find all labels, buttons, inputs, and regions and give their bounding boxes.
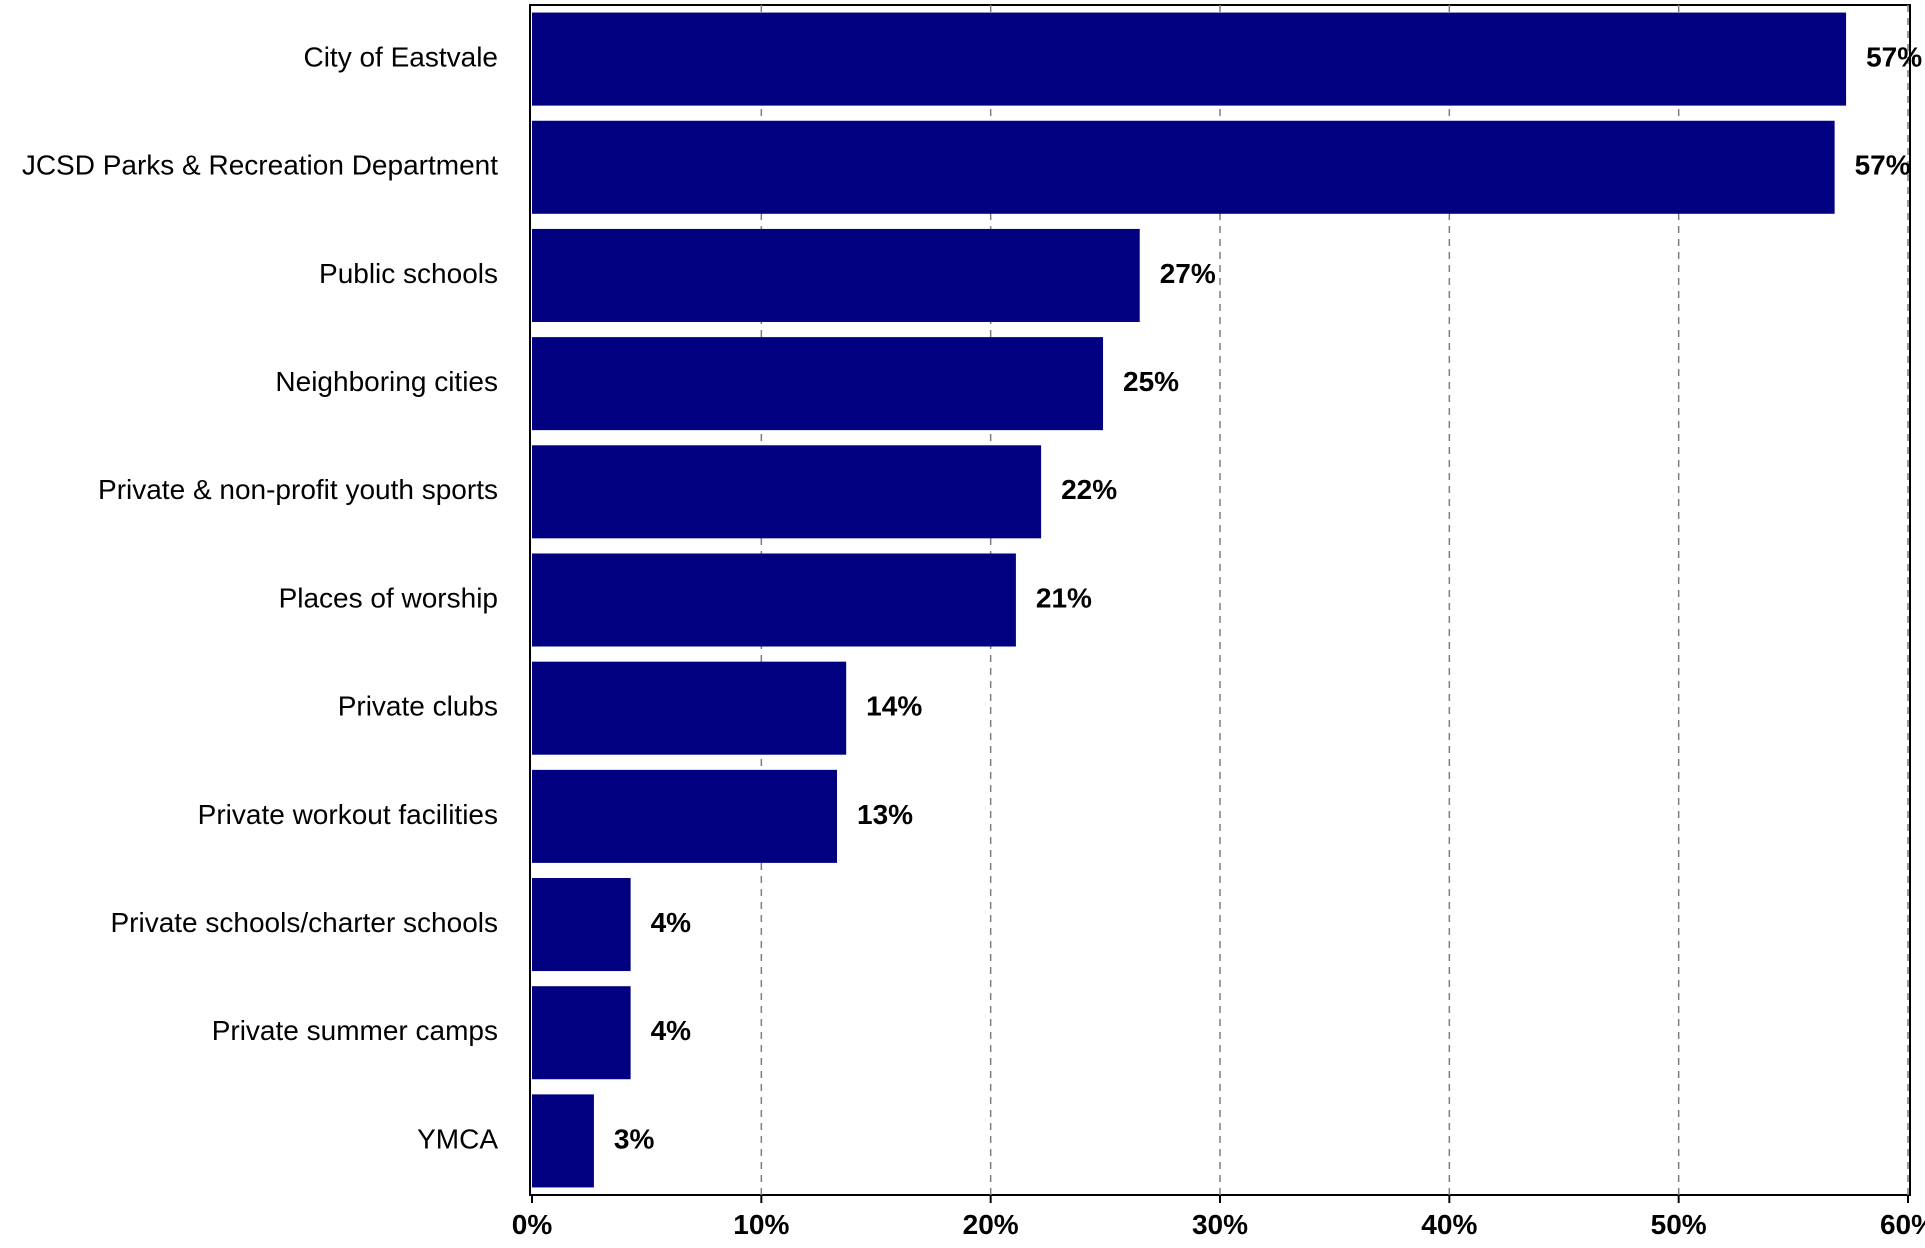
bar-7 [532,769,838,863]
data-label-4: 22% [1061,474,1117,505]
bar-3 [532,337,1104,431]
bar-2 [532,228,1140,322]
x-tick-label-4: 40% [1421,1209,1477,1240]
data-label-2: 27% [1160,258,1216,289]
category-label-3: Neighboring cities [275,366,498,397]
bar-5 [532,553,1016,647]
x-tick-label-2: 20% [963,1209,1019,1240]
category-label-5: Places of worship [279,582,498,613]
category-label-4: Private & non-profit youth sports [98,474,498,505]
x-tick-label-6: 60% [1880,1209,1925,1240]
data-label-3: 25% [1123,366,1179,397]
category-label-10: YMCA [417,1123,498,1154]
bar-6 [532,661,847,755]
category-labels: City of Eastvale JCSD Parks & Recreation … [22,41,499,1154]
bars [532,12,1847,1188]
data-label-8: 4% [651,907,692,938]
data-label-6: 14% [866,691,922,722]
category-label-2: Public schools [319,258,498,289]
data-labels: 57% 57% 27% 25% 22% 21% 14% 13% 4% 4% 3% [614,41,1922,1154]
data-label-9: 4% [651,1015,692,1046]
category-label-6: Private clubs [338,691,498,722]
category-label-7: Private workout facilities [198,799,498,830]
bar-1 [532,120,1835,214]
category-label-0: City of Eastvale [303,41,498,72]
data-label-5: 21% [1036,582,1092,613]
x-tick-label-3: 30% [1192,1209,1248,1240]
data-label-1: 57% [1855,150,1911,181]
x-axis-ticks: 0% 10% 20% 30% 40% 50% 60% [512,1195,1925,1240]
bar-8 [532,878,631,972]
data-label-7: 13% [857,799,913,830]
data-label-0: 57% [1866,41,1922,72]
data-label-10: 3% [614,1123,655,1154]
bar-10 [532,1094,594,1188]
bar-9 [532,986,631,1080]
bar-0 [532,12,1847,106]
category-label-8: Private schools/charter schools [110,907,498,938]
bar-4 [532,445,1042,539]
category-label-9: Private summer camps [212,1015,498,1046]
x-tick-label-0: 0% [512,1209,553,1240]
category-label-1: JCSD Parks & Recreation Department [22,150,498,181]
x-tick-label-1: 10% [733,1209,789,1240]
x-tick-label-5: 50% [1651,1209,1707,1240]
